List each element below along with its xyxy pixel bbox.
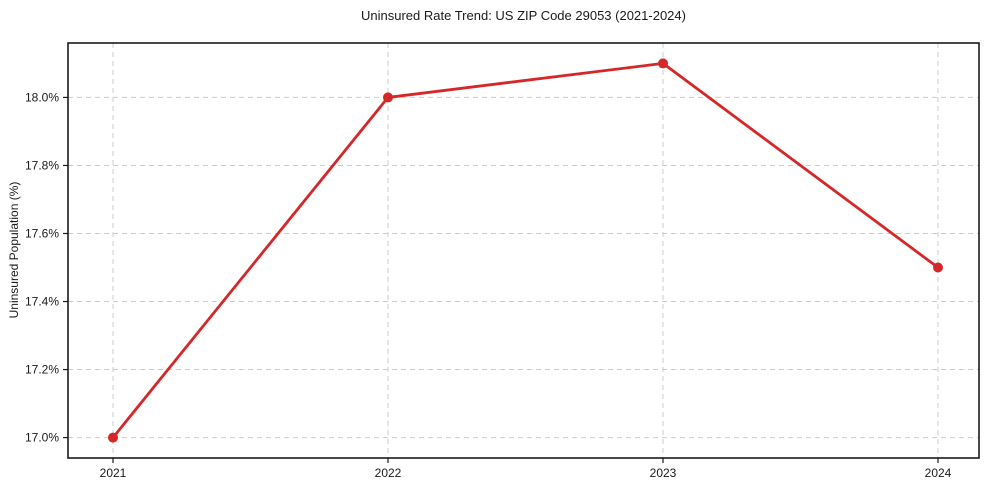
plot-border (67, 42, 980, 459)
data-point (658, 58, 668, 69)
y-tick-label: 17.8% (25, 158, 59, 172)
data-point (383, 92, 393, 103)
y-tick-label: 17.0% (25, 431, 59, 445)
x-tick-label: 2021 (100, 466, 127, 480)
y-tick-label: 17.6% (25, 226, 59, 240)
chart-title: Uninsured Rate Trend: US ZIP Code 29053 … (361, 8, 686, 23)
data-point (108, 432, 118, 443)
data-point (933, 262, 943, 273)
y-tick-label: 17.4% (25, 295, 59, 309)
x-tick-label: 2022 (375, 466, 402, 480)
x-tick-label: 2023 (650, 466, 677, 480)
trend-line (111, 62, 940, 439)
y-tick-label: 18.0% (25, 90, 59, 104)
x-tick-label: 2024 (925, 466, 952, 480)
y-tick-label: 17.2% (25, 363, 59, 377)
